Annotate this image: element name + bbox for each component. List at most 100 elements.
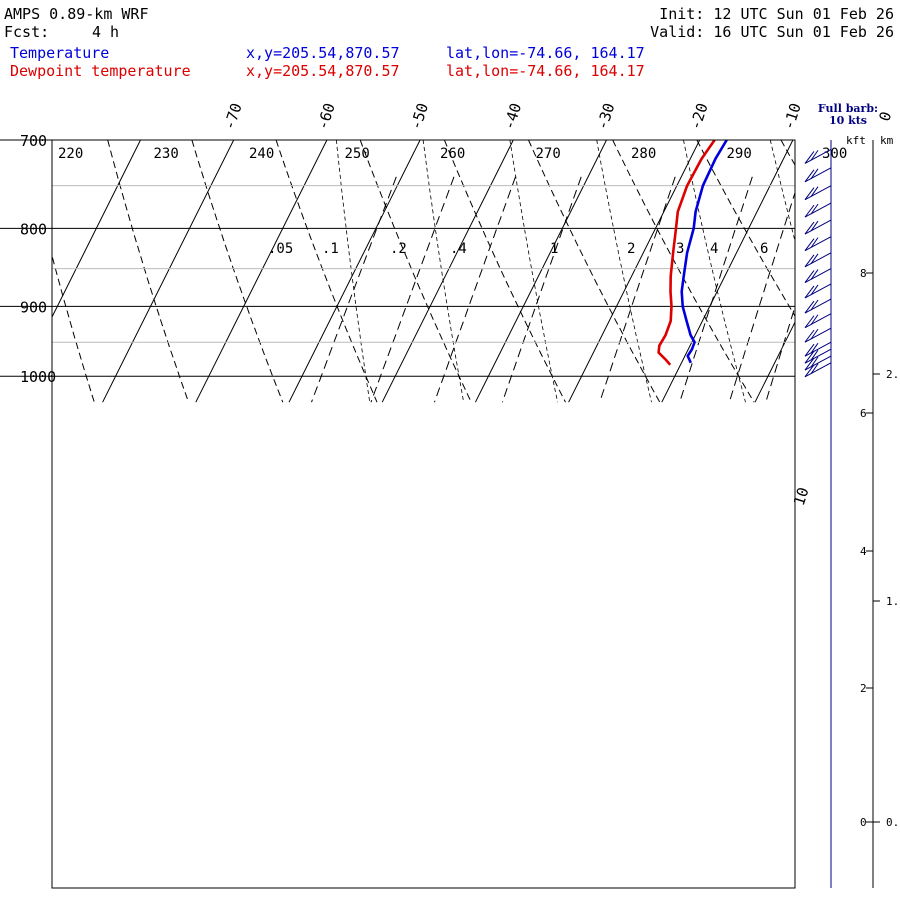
dewpoint-xy: x,y=205.54,870.57 [246,62,400,80]
mixing-ratio-label: 3 [676,241,684,257]
mixing-ratio-label: .1 [322,241,339,257]
theta-label: 290 [727,146,752,162]
wind-barb [804,148,832,164]
pressure-tick-label: 700 [20,132,47,150]
dry-adiabat [612,140,755,403]
mixing-ratio-line [765,305,795,403]
moist-adiabat [509,140,558,403]
temperature-tick-label: -40 [500,101,525,132]
isotherm [288,140,421,403]
dry-adiabat [52,253,95,403]
wind-barb [804,219,832,235]
temperature-tick-label: -30 [593,101,618,132]
moist-adiabat [683,140,746,403]
mixing-ratio-line [679,176,753,403]
theta-label: 230 [154,146,179,162]
pressure-grid [0,139,795,377]
mixing-ratio-label: .05 [268,241,293,257]
background-lines [0,140,900,403]
height-axis: kft km 0 2 4 6 8 0. 1. 2. [846,134,899,888]
wind-barb [804,202,832,218]
temperature-tick-label: -20 [686,101,711,132]
model-title: AMPS 0.89-km WRF [4,5,149,23]
wind-barb [804,252,832,268]
pressure-tick-label: 1000 [20,368,56,386]
isotherm [661,140,794,403]
wind-barb [804,348,832,364]
mixing-ratio-line [501,176,582,403]
km-tick-label: 1. [886,595,899,608]
kft-tick-label: 0 [860,816,867,829]
isotherm [52,140,141,319]
mixing-ratio-label: 6 [760,241,768,257]
dewpoint-line [657,140,716,366]
valid-time: Valid: 16 UTC Sun 01 Feb 26 [650,23,894,41]
kft-tick-label: 4 [860,545,867,558]
mixing-ratio-line [819,177,886,402]
mixing-ratio-label: .4 [450,241,467,257]
dewpoint-series-label: Dewpoint temperature [10,62,191,80]
km-tick-label: 2. [886,368,899,381]
temperature-tick-label: -10 [779,101,804,132]
wind-barb [804,283,832,299]
forecast-label: Fcst: [4,23,50,41]
isotherm [754,321,795,403]
isotherm [474,140,607,403]
pressure-tick-label: 900 [20,298,47,316]
theta-label: 280 [631,146,656,162]
isotherm-side-label: 10 [790,485,813,508]
moist-adiabat [596,140,652,403]
kft-tick-label: 6 [860,407,867,420]
kft-tick-label: 8 [860,267,867,280]
moist-adiabat [336,140,371,403]
forecast-value: 4 h [92,23,120,41]
km-tick-label: 0. [886,816,899,829]
mixing-ratio-line [370,176,455,403]
mixing-ratio-line [599,176,676,403]
profiles [657,140,728,366]
mixing-ratio-label: .2 [390,241,407,257]
pressure-tick-label: 800 [20,220,47,238]
wind-barb [804,268,832,284]
km-unit: km [880,134,894,147]
isotherm [195,140,328,403]
mixing-ratio-line [728,191,795,403]
kft-tick-label: 2 [860,682,867,695]
theta-label: 250 [345,146,370,162]
wind-barbs [804,140,832,888]
dry-adiabat [865,140,900,402]
mixing-ratio-label: 4 [710,241,718,257]
theta-label: 220 [58,146,83,162]
temperature-xy: x,y=205.54,870.57 [246,44,400,62]
wind-barb [804,341,832,357]
dry-adiabat [359,140,472,403]
temperature-tick-label: -60 [313,101,338,132]
mixing-ratio-line [434,176,516,403]
wind-barb [804,362,832,378]
dry-adiabat [107,140,189,403]
wind-barb [804,298,832,314]
temperature-tick-label: -50 [407,101,432,132]
dry-adiabat [528,140,661,403]
dry-adiabat [191,140,284,403]
mixing-ratio-line [311,176,397,403]
theta-label: 240 [249,146,274,162]
temperature-latlon: lat,lon=-74.66, 164.17 [446,44,645,62]
isotherm [0,140,47,402]
mixing-ratio-label: 1 [550,241,558,257]
moist-adiabat [422,140,465,403]
barb-legend-line1: Full barb: [817,102,879,115]
barb-legend-line2: 10 kts [828,114,868,127]
isotherm [848,140,900,402]
wind-barb [804,313,832,329]
barb-legend: Full barb: 10 kts [812,103,884,127]
mixing-ratio-label: 2 [627,241,635,257]
wind-barb [804,236,832,252]
wind-barb [804,167,832,183]
isotherm [102,140,235,403]
theta-label: 300 [822,146,847,162]
theta-label: 270 [536,146,561,162]
plot-frame [51,139,796,889]
temperature-tick-label: 0 [875,109,895,123]
